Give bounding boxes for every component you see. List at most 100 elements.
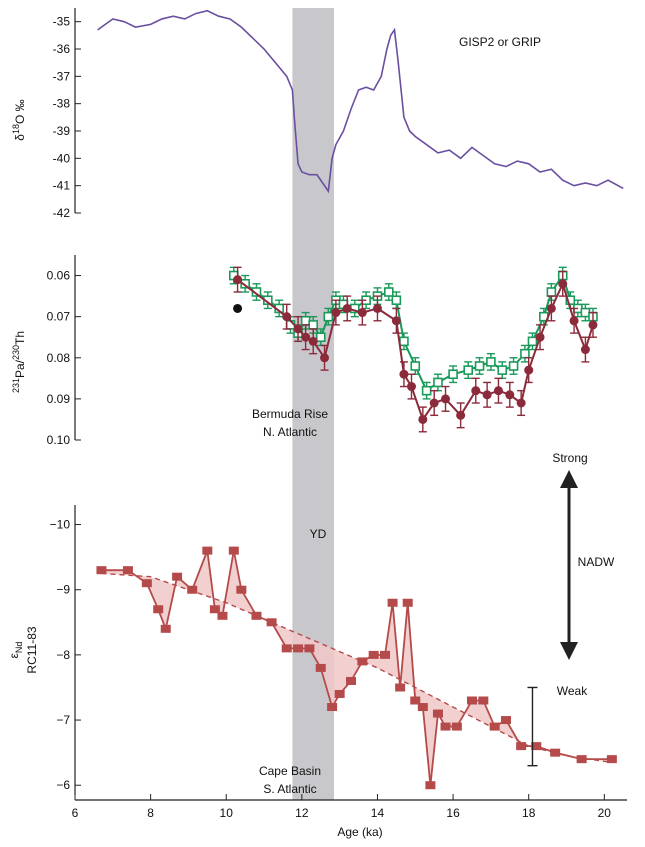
y-title-mid-pa: Pa/ — [13, 359, 27, 378]
data-point-square — [122, 566, 133, 575]
y-tick-label-2-2: −8 — [56, 648, 70, 662]
data-point-square — [240, 278, 250, 289]
data-point-square — [448, 369, 458, 380]
data-point-square — [160, 624, 171, 633]
data-point-square — [546, 287, 557, 297]
y-tick-label-0-0: -35 — [53, 15, 71, 29]
series-line-d18o — [97, 9, 624, 194]
data-point-square — [451, 722, 462, 731]
data-point-square — [327, 703, 338, 712]
y-tick-label-0-2: -37 — [53, 69, 71, 83]
data-point-square — [531, 742, 542, 751]
annotation-bermuda-1: Bermuda Rise — [252, 407, 328, 421]
y-tick-label-1-2: 0.08 — [47, 351, 71, 365]
data-point-square — [387, 598, 398, 607]
data-point-square — [463, 365, 474, 375]
y-axis-title-top: δ18O ‰ — [11, 99, 27, 140]
data-point-square — [172, 572, 183, 581]
data-point-square — [202, 546, 213, 555]
data-point-square — [236, 585, 247, 594]
annotation-cape-1: Cape Basin — [259, 764, 321, 778]
data-point-circle — [516, 398, 526, 408]
data-point-square — [395, 683, 406, 692]
x-tick-label-4: 14 — [371, 806, 385, 820]
data-point-square — [402, 598, 413, 607]
data-point-square — [315, 332, 326, 343]
data-point-circle — [406, 382, 416, 392]
shaded-area — [101, 550, 612, 786]
x-tick-label-3: 12 — [295, 806, 309, 820]
y-axis-title-bot: εNd — [7, 642, 24, 659]
x-tick-label-6: 18 — [522, 806, 536, 820]
data-point-circle — [418, 414, 428, 424]
data-point-square — [417, 703, 428, 712]
data-point-square — [217, 611, 228, 620]
y-tick-label-0-4: -39 — [53, 124, 71, 138]
y-tick-label-0-1: -36 — [53, 42, 71, 56]
data-point-square — [368, 650, 379, 659]
data-point-circle — [308, 336, 318, 346]
data-point-square — [474, 361, 485, 371]
y-tick-label-2-4: −6 — [56, 778, 70, 792]
data-point-circle — [320, 353, 330, 363]
panel-pa-th: 0.06 0.07 0.08 0.09 0.10 — [47, 255, 598, 447]
series-line-end — [101, 550, 612, 786]
x-axis: 6 8 10 12 14 16 18 20 — [72, 794, 627, 820]
data-point-square — [315, 663, 326, 672]
data-point-square — [209, 605, 220, 614]
y-tick-label-0-7: -42 — [53, 206, 71, 220]
data-point-circle — [569, 316, 579, 326]
data-point-square — [576, 755, 587, 764]
data-point-square — [384, 287, 394, 297]
data-point-square — [323, 311, 334, 322]
y-tick-label-0-5: -40 — [53, 151, 71, 165]
y-title-mid-sup1: 231 — [11, 378, 21, 393]
data-point-square — [334, 689, 345, 698]
y-title-mid-sup2: 230 — [11, 345, 21, 360]
data-point-square — [440, 722, 451, 731]
data-point-square — [357, 657, 368, 666]
y-title-top-sup: 18 — [11, 124, 21, 134]
data-point-circle — [588, 320, 598, 330]
data-point-square — [421, 385, 432, 396]
data-point-square — [527, 336, 538, 347]
data-point-circle — [505, 390, 515, 400]
data-point-square — [380, 650, 391, 659]
x-tick-label-5: 16 — [446, 806, 460, 820]
data-point-circle — [558, 279, 568, 289]
data-point-square — [281, 644, 292, 653]
data-point-circle — [493, 386, 503, 396]
nadw-arrow-head-down — [560, 642, 578, 660]
data-point-circle — [399, 369, 409, 379]
x-tick-label-7: 20 — [598, 806, 612, 820]
data-point-circle — [535, 332, 545, 342]
data-point-circle — [233, 275, 243, 285]
data-point-square — [346, 676, 356, 685]
data-point-square — [228, 546, 239, 555]
nadw-arrow-head-up — [560, 470, 578, 488]
data-point-square — [304, 644, 315, 653]
y-tick-label-1-1: 0.07 — [47, 310, 71, 324]
y-tick-label-1-4: 0.10 — [47, 433, 71, 447]
data-point-square — [187, 585, 198, 594]
data-point-circle — [471, 386, 481, 396]
data-point-circle — [524, 365, 534, 375]
data-point-circle — [282, 312, 292, 322]
data-point-circle — [372, 303, 382, 313]
data-point-square — [410, 361, 421, 371]
data-point-square — [293, 644, 304, 653]
annotation-cape-2: S. Atlantic — [263, 782, 316, 796]
data-point-square — [96, 566, 107, 575]
nadw-weak-label: Weak — [557, 684, 588, 698]
data-point-circle — [293, 324, 303, 334]
y-tick-label-0-6: -41 — [53, 179, 71, 193]
x-tick-label-2: 10 — [220, 806, 234, 820]
data-point-square — [486, 357, 496, 367]
data-point-circle — [441, 394, 451, 404]
y-axis-title-mid: 231Pa/230Th — [11, 331, 27, 393]
data-point-circle — [429, 398, 439, 408]
data-point-square — [308, 320, 318, 330]
data-point-circle — [301, 332, 311, 342]
data-point-square — [466, 696, 477, 705]
data-point-square — [550, 748, 561, 757]
